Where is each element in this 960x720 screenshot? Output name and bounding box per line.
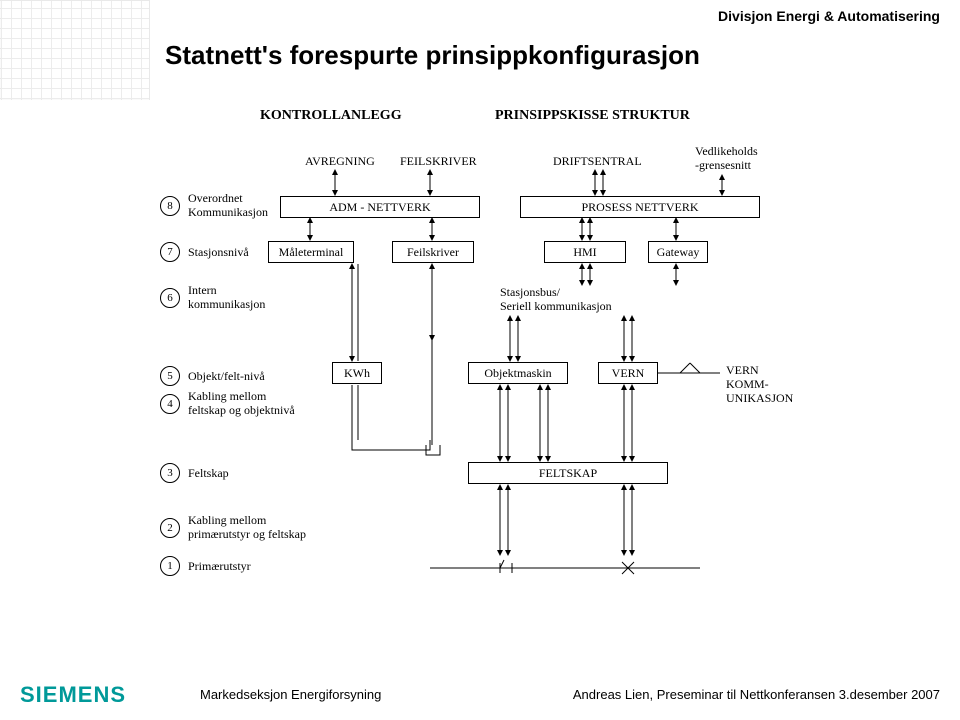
level-5-circle: 5 xyxy=(160,366,180,386)
box-gateway: Gateway xyxy=(648,241,708,263)
label-vedlikeholds: Vedlikeholds -grensesnitt xyxy=(695,145,758,173)
box-kwh: KWh xyxy=(332,362,382,384)
label-stasjonsbus-l2: Seriell kommunikasjon xyxy=(500,299,612,313)
level-3-label: Feltskap xyxy=(188,467,229,481)
page-title: Statnett's forespurte prinsippkonfiguras… xyxy=(165,40,700,71)
level-3-circle: 3 xyxy=(160,463,180,483)
box-maleterminal: Måleterminal xyxy=(268,241,354,263)
siemens-logo: SIEMENS xyxy=(20,682,126,708)
level-8-circle: 8 xyxy=(160,196,180,216)
level-6-label: Intern kommunikasjon xyxy=(188,284,265,312)
connector-svg xyxy=(0,0,960,720)
box-prosess-nettverk: PROSESS NETTVERK xyxy=(520,196,760,218)
label-vern-komm-l2: KOMM- xyxy=(726,377,769,391)
level-2-circle: 2 xyxy=(160,518,180,538)
level-6-label-l1: Intern xyxy=(188,283,217,297)
slide: Divisjon Energi & Automatisering Statnet… xyxy=(0,0,960,720)
level-7-circle: 7 xyxy=(160,242,180,262)
footer-left: Markedseksjon Energiforsyning xyxy=(200,687,381,702)
level-4-label-l2: feltskap og objektnivå xyxy=(188,403,295,417)
level-1-circle: 1 xyxy=(160,556,180,576)
decorative-side-art xyxy=(0,0,150,100)
box-adm-nettverk: ADM - NETTVERK xyxy=(280,196,480,218)
division-label: Divisjon Energi & Automatisering xyxy=(718,8,940,24)
level-4-circle: 4 xyxy=(160,394,180,414)
level-8-label: Overordnet Kommunikasjon xyxy=(188,192,268,220)
label-vedlikeholds-l2: -grensesnitt xyxy=(695,158,751,172)
level-4-label: Kabling mellom feltskap og objektnivå xyxy=(188,390,295,418)
level-8-label-l2: Kommunikasjon xyxy=(188,205,268,219)
label-feilskriver: FEILSKRIVER xyxy=(400,154,477,169)
level-2-label-l1: Kabling mellom xyxy=(188,513,266,527)
level-2-label-l2: primærutstyr og feltskap xyxy=(188,527,306,541)
label-vedlikeholds-l1: Vedlikeholds xyxy=(695,144,758,158)
label-stasjonsbus-l1: Stasjonsbus/ xyxy=(500,285,560,299)
level-2-label: Kabling mellom primærutstyr og feltskap xyxy=(188,514,306,542)
label-vern-komm-l1: VERN xyxy=(726,363,759,377)
box-feltskap: FELTSKAP xyxy=(468,462,668,484)
label-vern-komm-l3: UNIKASJON xyxy=(726,391,793,405)
box-vern: VERN xyxy=(598,362,658,384)
level-1-label: Primærutstyr xyxy=(188,560,251,574)
label-driftsentral: DRIFTSENTRAL xyxy=(553,154,642,169)
label-avregning: AVREGNING xyxy=(305,154,375,169)
box-objektmaskin: Objektmaskin xyxy=(468,362,568,384)
subtitle-right: PRINSIPPSKISSE STRUKTUR xyxy=(495,108,690,124)
label-vern-komm: VERN KOMM- UNIKASJON xyxy=(726,364,793,405)
level-4-label-l1: Kabling mellom xyxy=(188,389,266,403)
label-stasjonsbus: Stasjonsbus/ Seriell kommunikasjon xyxy=(500,286,612,314)
level-7-label: Stasjonsnivå xyxy=(188,246,249,260)
level-6-label-l2: kommunikasjon xyxy=(188,297,265,311)
level-5-label: Objekt/felt-nivå xyxy=(188,370,265,384)
box-feilskriver: Feilskriver xyxy=(392,241,474,263)
box-hmi: HMI xyxy=(544,241,626,263)
level-6-circle: 6 xyxy=(160,288,180,308)
footer-right: Andreas Lien, Preseminar til Nettkonfera… xyxy=(573,687,940,702)
level-8-label-l1: Overordnet xyxy=(188,191,243,205)
subtitle-left: KONTROLLANLEGG xyxy=(260,108,402,124)
